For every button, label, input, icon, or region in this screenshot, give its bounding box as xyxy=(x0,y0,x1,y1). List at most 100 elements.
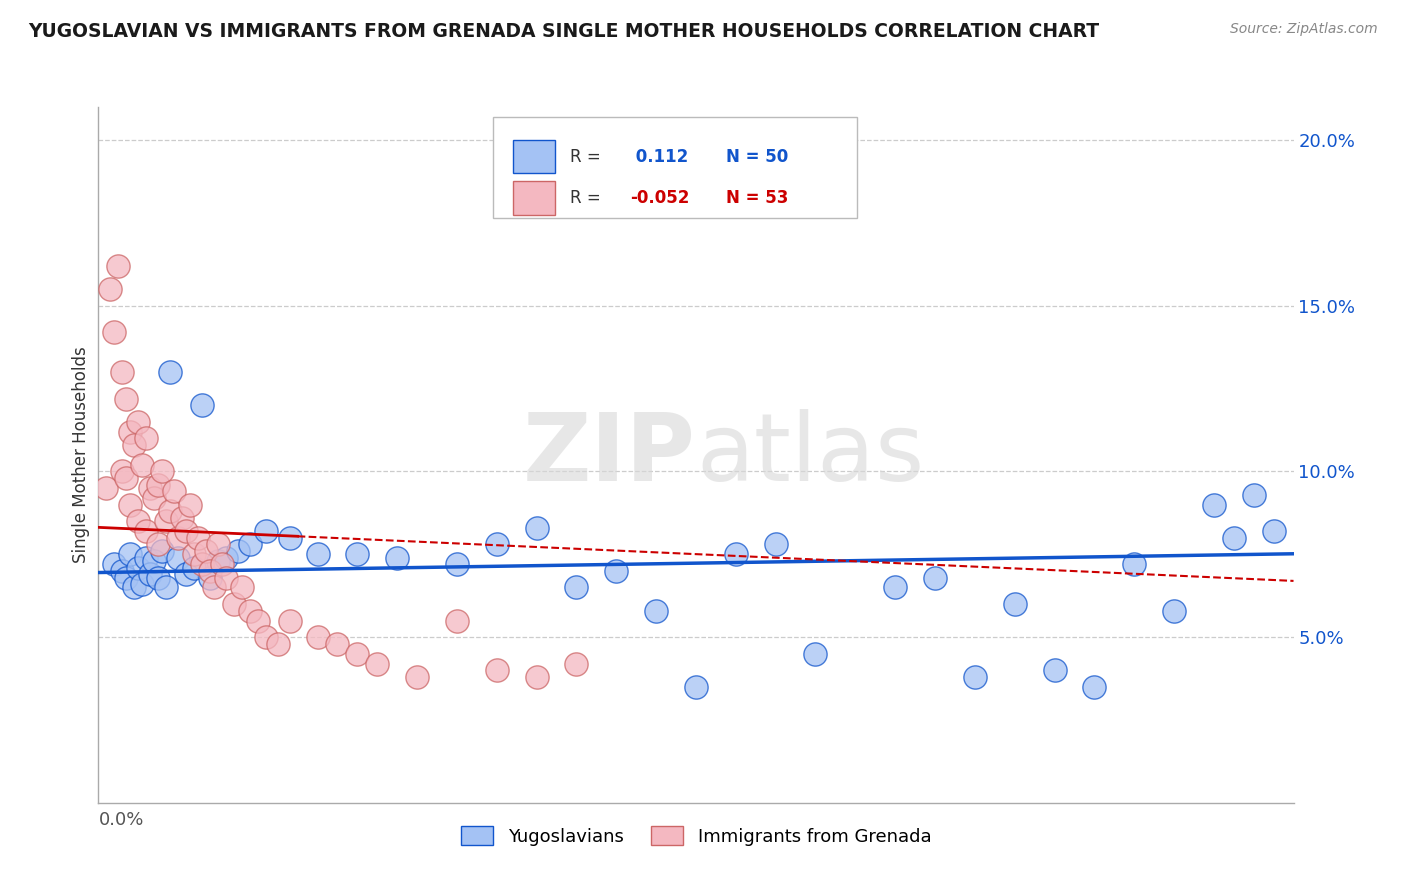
Point xyxy=(172,511,194,525)
FancyBboxPatch shape xyxy=(494,118,858,219)
Point xyxy=(167,531,190,545)
Point xyxy=(239,604,262,618)
Point xyxy=(107,259,129,273)
Point xyxy=(485,663,508,677)
Point xyxy=(1163,604,1185,618)
Point xyxy=(804,647,827,661)
Text: N = 53: N = 53 xyxy=(725,189,789,207)
Legend: Yugoslavians, Immigrants from Grenada: Yugoslavians, Immigrants from Grenada xyxy=(454,819,938,853)
Point xyxy=(254,524,277,538)
Point xyxy=(385,550,409,565)
Point xyxy=(191,398,214,412)
Text: 0.0%: 0.0% xyxy=(98,811,143,830)
Point xyxy=(174,567,197,582)
Point xyxy=(1243,488,1265,502)
Point xyxy=(124,438,146,452)
Text: -0.052: -0.052 xyxy=(630,189,689,207)
Point xyxy=(215,570,238,584)
Point xyxy=(111,465,134,479)
Point xyxy=(194,544,218,558)
Text: 0.112: 0.112 xyxy=(630,148,689,166)
Point xyxy=(346,647,368,661)
Point xyxy=(207,554,229,568)
Text: R =: R = xyxy=(571,189,606,207)
Text: N = 50: N = 50 xyxy=(725,148,789,166)
Point xyxy=(246,614,269,628)
Point xyxy=(174,524,197,538)
Point xyxy=(207,537,229,551)
FancyBboxPatch shape xyxy=(513,140,555,173)
Point xyxy=(150,465,173,479)
Text: atlas: atlas xyxy=(696,409,924,501)
Point xyxy=(254,630,277,644)
Point xyxy=(1263,524,1285,538)
Point xyxy=(120,547,142,561)
Point xyxy=(278,614,301,628)
Point xyxy=(103,558,125,572)
Point xyxy=(191,558,214,572)
Point xyxy=(645,604,668,618)
Point xyxy=(924,570,946,584)
Point xyxy=(307,547,329,561)
FancyBboxPatch shape xyxy=(513,181,555,215)
Point xyxy=(131,577,153,591)
Point xyxy=(115,392,138,406)
Point xyxy=(605,564,627,578)
Point xyxy=(115,570,138,584)
Point xyxy=(239,537,262,551)
Text: ZIP: ZIP xyxy=(523,409,696,501)
Point xyxy=(1202,498,1225,512)
Point xyxy=(159,504,181,518)
Point xyxy=(526,521,548,535)
Point xyxy=(1043,663,1066,677)
Point xyxy=(148,477,170,491)
Point xyxy=(163,484,186,499)
Point xyxy=(115,471,138,485)
Text: R =: R = xyxy=(571,148,606,166)
Point xyxy=(139,481,162,495)
Point xyxy=(267,637,290,651)
Point xyxy=(98,282,122,296)
Point xyxy=(685,680,707,694)
Point xyxy=(139,567,162,582)
Point xyxy=(179,498,201,512)
Point xyxy=(155,514,177,528)
Point xyxy=(96,481,118,495)
Point xyxy=(183,560,205,574)
Point xyxy=(167,550,190,565)
Point xyxy=(565,581,588,595)
Point xyxy=(135,524,157,538)
Point xyxy=(565,657,588,671)
Point xyxy=(765,537,787,551)
Point xyxy=(183,547,205,561)
Point xyxy=(307,630,329,644)
Point xyxy=(1004,597,1026,611)
Point xyxy=(187,531,209,545)
Point xyxy=(1123,558,1146,572)
Y-axis label: Single Mother Households: Single Mother Households xyxy=(72,347,90,563)
Point xyxy=(202,581,225,595)
Point xyxy=(724,547,747,561)
Point xyxy=(526,670,548,684)
Point xyxy=(963,670,986,684)
Text: Source: ZipAtlas.com: Source: ZipAtlas.com xyxy=(1230,22,1378,37)
Point xyxy=(211,558,233,572)
Point xyxy=(127,560,149,574)
Text: YUGOSLAVIAN VS IMMIGRANTS FROM GRENADA SINGLE MOTHER HOUSEHOLDS CORRELATION CHAR: YUGOSLAVIAN VS IMMIGRANTS FROM GRENADA S… xyxy=(28,22,1099,41)
Point xyxy=(131,458,153,472)
Point xyxy=(231,581,253,595)
Point xyxy=(222,597,245,611)
Point xyxy=(446,558,468,572)
Point xyxy=(148,570,170,584)
Point xyxy=(155,581,177,595)
Point xyxy=(215,550,238,565)
Point xyxy=(884,581,907,595)
Point xyxy=(198,564,221,578)
Point xyxy=(111,365,134,379)
Point xyxy=(278,531,301,545)
Point xyxy=(1222,531,1246,545)
Point xyxy=(120,498,142,512)
Point xyxy=(127,514,149,528)
Point xyxy=(485,537,508,551)
Point xyxy=(326,637,349,651)
